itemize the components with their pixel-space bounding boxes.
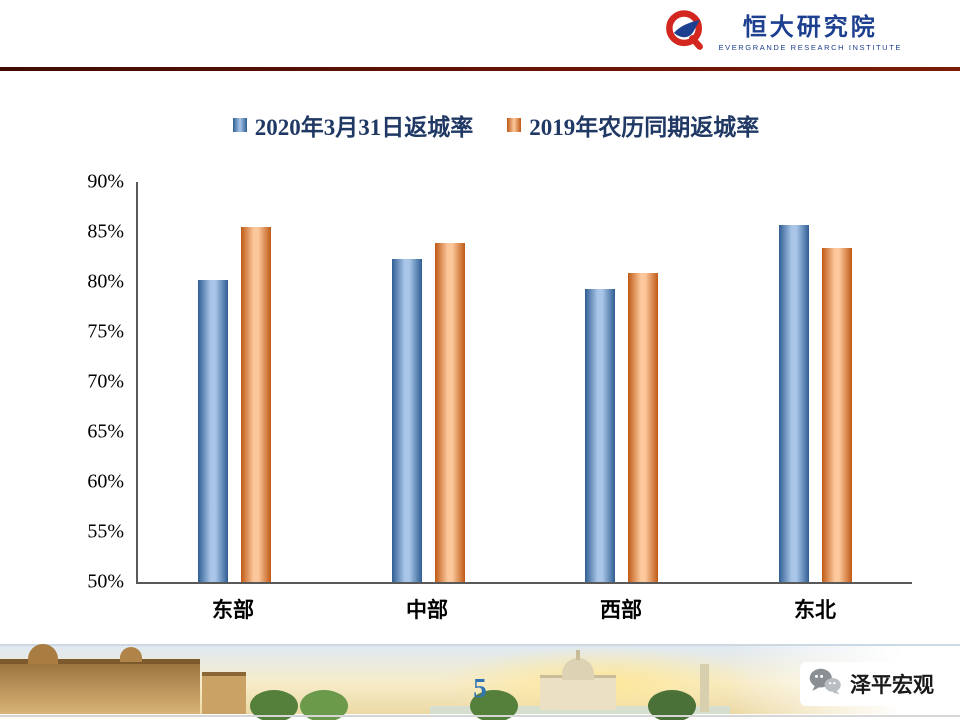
plot-wrap: 东部 中部 西部 东北 [136, 182, 912, 624]
legend-swatch [232, 118, 247, 132]
brand-name: 泽平宏观 [850, 674, 934, 697]
plot-area [136, 182, 912, 584]
bar-series0-中部 [391, 259, 422, 582]
building-silhouette [202, 672, 246, 714]
wechat-icon [808, 667, 842, 701]
bar-group [332, 182, 526, 582]
building-dome [28, 644, 58, 664]
building-silhouette [540, 675, 616, 710]
y-tick-label: 55% [87, 520, 124, 543]
bar-group [525, 182, 719, 582]
y-tick-label: 75% [87, 320, 124, 343]
bar-series1-东部 [241, 227, 272, 582]
bar-series1-东北 [821, 248, 852, 582]
logo-title: 恒大研究院 [742, 14, 878, 42]
x-axis-labels: 东部 中部 西部 东北 [136, 594, 912, 624]
chart-body: 90% 85% 80% 75% 70% 65% 60% 55% 50% 东部 中部 西部 东北 [80, 171, 912, 624]
x-category-label: 东北 [794, 598, 836, 622]
building-silhouette [0, 659, 200, 714]
y-tick-label: 90% [87, 170, 124, 193]
header-divider [0, 67, 960, 71]
bottom-edge-line [0, 715, 960, 717]
legend-label: 2020年3月31日返城率 [254, 115, 474, 140]
bar-group [138, 182, 332, 582]
legend-swatch [507, 118, 522, 132]
bar-series0-东北 [778, 225, 809, 582]
legend-item: 2020年3月31日返城率 [232, 108, 474, 142]
building-silhouette [700, 664, 709, 712]
y-tick-label: 70% [87, 370, 124, 393]
y-tick-label: 60% [87, 470, 124, 493]
y-tick-label: 85% [87, 220, 124, 243]
logo: 恒大研究院 EVERGRANDE RESEARCH INSTITUTE [662, 8, 902, 59]
bar-series0-西部 [585, 289, 616, 582]
bar-series1-中部 [434, 243, 465, 582]
x-category-label: 西部 [600, 598, 642, 622]
x-category-label: 中部 [406, 598, 448, 622]
water [430, 706, 730, 714]
y-axis: 90% 85% 80% 75% 70% 65% 60% 55% 50% [80, 171, 136, 593]
legend-label: 2019年农历同期返城率 [529, 115, 760, 140]
brand-badge: 泽平宏观 [800, 662, 946, 706]
page-number: 5 [473, 673, 487, 703]
building-dome [562, 658, 594, 680]
logo-subtitle: EVERGRANDE RESEARCH INSTITUTE [718, 42, 902, 52]
x-category-label: 东部 [212, 598, 254, 622]
building-spire [576, 650, 580, 660]
y-tick-label: 80% [87, 270, 124, 293]
y-tick-label: 65% [87, 420, 124, 443]
bar-series1-西部 [628, 273, 659, 582]
bar-chart: 2020年3月31日返城率 2019年农历同期返城率 90% 85% 80% 75% 70… [80, 108, 912, 624]
legend: 2020年3月31日返城率 2019年农历同期返城率 [80, 108, 912, 142]
logo-text: 恒大研究院 EVERGRANDE RESEARCH INSTITUTE [718, 15, 902, 51]
bar-group [719, 182, 913, 582]
building-dome [120, 647, 142, 662]
legend-item: 2019年农历同期返城率 [507, 108, 759, 142]
bar-series0-东部 [198, 280, 229, 582]
y-tick-label: 50% [87, 570, 124, 593]
evergrande-logo-icon [662, 8, 708, 59]
